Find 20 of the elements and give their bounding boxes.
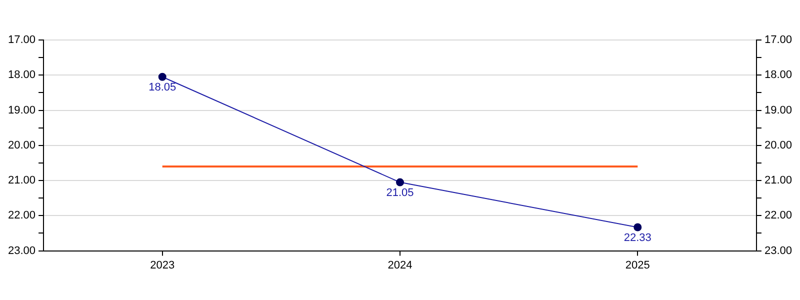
y2-tick-label: 23.00 xyxy=(764,244,792,257)
y2-tick-label: 17.00 xyxy=(764,34,792,46)
data-label: 18.05 xyxy=(148,81,176,94)
y2-tick-label: 20.00 xyxy=(764,139,792,152)
data-label: 22.33 xyxy=(624,232,652,244)
y2-tick-label: 19.00 xyxy=(764,104,792,116)
y-tick-label: 20.00 xyxy=(8,139,36,152)
data-label: 21.05 xyxy=(386,186,414,199)
x-tick-label: 2025 xyxy=(625,259,650,272)
y-tick-label: 22.00 xyxy=(8,210,36,222)
y-tick-label: 19.00 xyxy=(8,104,36,116)
y2-tick-label: 22.00 xyxy=(764,210,792,222)
y-tick-label: 18.00 xyxy=(8,69,36,82)
y2-tick-label: 18.00 xyxy=(764,69,792,82)
y-tick-label: 23.00 xyxy=(8,244,36,257)
x-tick-label: 2023 xyxy=(150,259,175,272)
y2-tick-label: 21.00 xyxy=(764,174,792,187)
x-tick-label: 2024 xyxy=(388,259,412,272)
y-tick-label: 17.00 xyxy=(8,34,36,46)
y-tick-label: 21.00 xyxy=(8,174,36,187)
